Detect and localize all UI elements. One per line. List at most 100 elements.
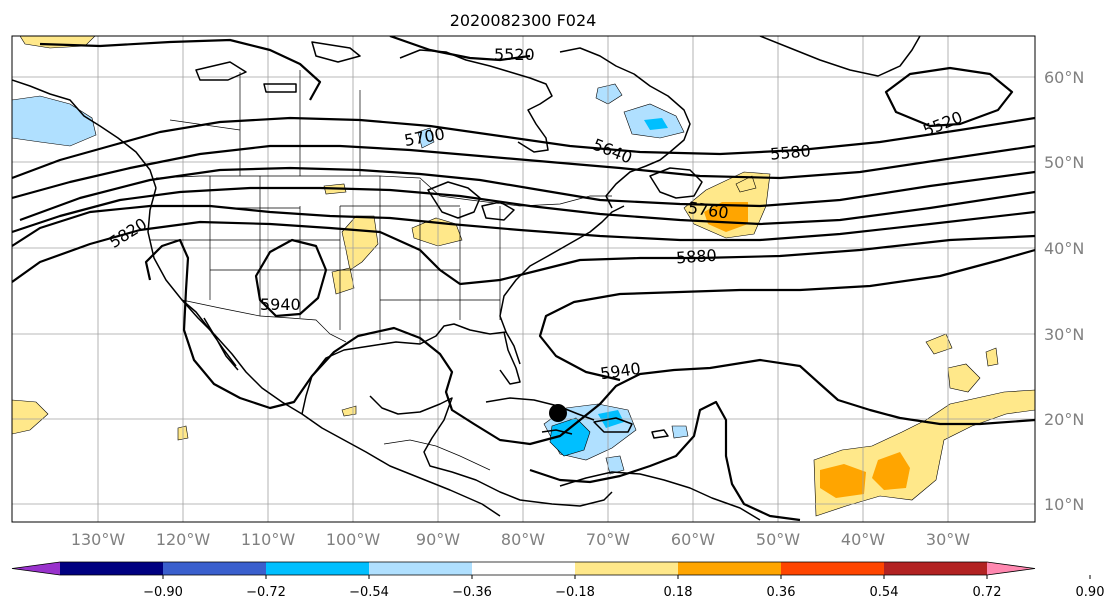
shade-atlantic-yellow-3 <box>947 363 981 393</box>
colorbar-segment <box>472 562 576 575</box>
lon-label: 90°W <box>416 530 460 549</box>
colorbar-segment <box>884 562 988 575</box>
contour-5940-west <box>254 238 328 318</box>
colorbar-segment <box>575 562 679 575</box>
coast-arctic <box>195 41 361 93</box>
lat-label: 60°N <box>1044 68 1084 87</box>
coast-yucatan <box>369 395 613 507</box>
contour-label-5820: 5820 <box>106 214 151 252</box>
border-central-america <box>383 439 491 471</box>
contour-5520-top <box>389 36 531 62</box>
storm-marker <box>549 404 567 422</box>
contour-label-5940-west: 5940 <box>260 295 301 314</box>
contour-5940-ocean <box>538 248 1035 382</box>
colorbar-tick-label: −0.36 <box>452 585 492 600</box>
shade-labrador-blue-core <box>644 118 668 130</box>
contour-label-5520-top: 5520 <box>494 45 535 64</box>
colorbar-labels: −0.90 −0.72 −0.54 −0.36 −0.18 0.18 0.36 0.54 0.7… <box>143 575 1104 600</box>
colorbar-tick-label: −0.54 <box>349 585 389 600</box>
contour-5700 <box>19 166 1035 222</box>
lon-label: 100°W <box>326 530 381 549</box>
contour-label-5940-east: 5940 <box>599 359 642 383</box>
shade-hudson-blue <box>595 83 623 105</box>
coast-baja <box>181 299 239 371</box>
contour-label-5580: 5580 <box>769 141 811 163</box>
coast-cuba <box>485 397 595 435</box>
map-title: 2020082300 F024 <box>450 11 597 30</box>
border-us-mexico <box>181 299 347 343</box>
shade-pacific-yellow <box>12 399 49 435</box>
colorbar-tick-label: 0.90 <box>1076 585 1105 600</box>
coast-hispaniola <box>593 417 633 433</box>
lon-label: 110°W <box>241 530 296 549</box>
coast-florida <box>499 331 521 385</box>
contour-5940-south <box>529 400 801 522</box>
contour-label-5700: 5700 <box>403 124 446 150</box>
lon-label: 120°W <box>156 530 211 549</box>
coast-alaska <box>12 79 157 189</box>
shade-caribbean-blue <box>549 417 591 457</box>
contour-5520-west <box>39 38 322 101</box>
coast-south-america <box>559 471 761 521</box>
shade-caribbean-small-blue <box>605 455 625 475</box>
colorbar-segment <box>781 562 885 575</box>
contour-5580 <box>12 116 1035 180</box>
shade-hudson-small <box>417 127 435 149</box>
colorbar-segment <box>60 562 164 575</box>
contour-5640 <box>12 144 1035 200</box>
contour-5760 <box>12 186 1035 234</box>
border-states-vertical <box>209 176 501 344</box>
coast-puerto-rico <box>651 429 669 439</box>
border-us-canada <box>155 175 612 207</box>
coast-labrador <box>559 47 691 209</box>
colorbar-segment <box>369 562 473 575</box>
contour-5820 <box>12 204 1035 247</box>
contour-label-5640: 5640 <box>590 135 635 168</box>
lat-label: 50°N <box>1044 153 1084 172</box>
colorbar <box>11 561 1036 576</box>
lat-label: 40°N <box>1044 239 1084 258</box>
lon-label: 30°W <box>926 530 970 549</box>
contour-label-5520-east: 5520 <box>920 107 965 140</box>
lon-label: 60°W <box>671 530 715 549</box>
coast-pacific <box>147 187 501 517</box>
shade-alaska-blue <box>12 95 97 147</box>
shade-newfoundland-orange <box>704 202 748 232</box>
colorbar-segment <box>163 562 267 575</box>
shade-plains-yellow-2 <box>331 267 355 295</box>
colorbar-tick-label: −0.90 <box>143 585 183 600</box>
shade-atlantic-yellow-4 <box>985 347 999 367</box>
colorbar-extension-high <box>987 562 1035 575</box>
coast-east <box>499 205 625 333</box>
colorbar-tick-label: 0.54 <box>870 585 899 600</box>
shade-atlantic-yellow-large <box>813 389 1035 517</box>
contour-5940-ring <box>144 238 1035 446</box>
border-canada-provinces <box>169 70 361 176</box>
shade-atlantic-orange-2 <box>872 452 910 490</box>
political-borders <box>150 70 612 471</box>
coast-newfoundland <box>649 167 703 199</box>
map-frame <box>11 35 1036 523</box>
colorbar-segment <box>266 562 370 575</box>
colorbar-tick-label: −0.72 <box>246 585 286 600</box>
coast-gulf <box>301 323 521 415</box>
colorbar-tick-label: 0.36 <box>767 585 796 600</box>
coast-greenland <box>759 36 921 77</box>
colorbar-tick-label: −0.18 <box>555 585 595 600</box>
shade-plains-yellow-1 <box>341 215 379 271</box>
lat-label: 30°N <box>1044 325 1084 344</box>
contour-labels: 5520 5520 5580 5640 5700 5760 5820 5880 … <box>106 45 966 383</box>
contour-label-5880: 5880 <box>675 246 717 268</box>
height-contours <box>12 36 1035 522</box>
lon-label: 40°W <box>841 530 885 549</box>
colorbar-tick-label: 0.18 <box>664 585 693 600</box>
lat-label: 20°N <box>1044 410 1084 429</box>
lon-label: 130°W <box>71 530 126 549</box>
colorbar-segment <box>678 562 782 575</box>
longitude-labels: 130°W 120°W 110°W 100°W 90°W 80°W 70°W 6… <box>71 530 970 549</box>
shade-newfoundland-yellow-small <box>735 175 757 193</box>
lon-label: 80°W <box>501 530 545 549</box>
shade-atlantic-orange-1 <box>820 464 866 498</box>
coastlines <box>12 36 921 521</box>
